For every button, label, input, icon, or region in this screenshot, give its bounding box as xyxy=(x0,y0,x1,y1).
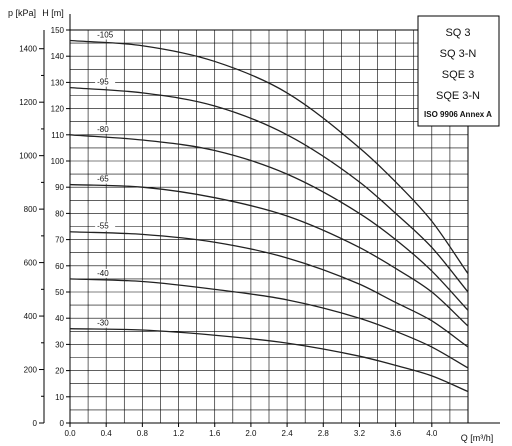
head-tick-label: 60 xyxy=(55,262,64,271)
curve-55 xyxy=(69,231,469,348)
legend-border xyxy=(417,15,500,127)
curve-label-background xyxy=(95,174,116,184)
pressure-tick-label: 0 xyxy=(33,419,38,428)
flow-tick-label: 3.6 xyxy=(390,429,402,438)
head-tick-label: 100 xyxy=(51,157,65,166)
head-tick-label: 40 xyxy=(55,314,64,323)
curve-label-background xyxy=(95,318,116,328)
curve-95 xyxy=(69,86,469,293)
flow-tick-label: 0.8 xyxy=(137,429,149,438)
curve-label: -55 xyxy=(97,222,109,231)
legend-note: ISO 9906 Annex A xyxy=(424,110,492,119)
curve-label: -65 xyxy=(97,175,109,184)
head-tick-label: 80 xyxy=(55,209,64,218)
curve-65 xyxy=(69,183,469,327)
head-tick-label: 20 xyxy=(55,367,64,376)
head-tick-label: 130 xyxy=(51,78,65,87)
curve-30 xyxy=(69,328,469,393)
flow-tick-label: 1.2 xyxy=(173,429,185,438)
head-tick-label: 70 xyxy=(55,236,64,245)
legend-line-2: SQ 3-N xyxy=(440,48,477,60)
curve-label-background xyxy=(95,77,116,87)
flow-tick-label: 3.2 xyxy=(354,429,366,438)
head-tick-label: 120 xyxy=(51,105,65,114)
curve-label-background xyxy=(95,268,116,278)
legend-line-3: SQE 3 xyxy=(442,69,474,81)
curve-label: -80 xyxy=(97,125,109,134)
pressure-tick-label: 1400 xyxy=(19,45,37,54)
curve-105 xyxy=(69,39,469,275)
curve-80 xyxy=(69,134,469,311)
head-tick-label: 0 xyxy=(60,419,65,428)
curves: -105 -95 -80 -65 -55 -40 -30 xyxy=(69,30,469,393)
flow-tick-label: 0.4 xyxy=(101,429,113,438)
head-tick-label: 110 xyxy=(51,131,64,140)
pressure-axis-label: p [kPa] xyxy=(8,8,36,18)
curve-40 xyxy=(69,278,469,369)
curve-label: -30 xyxy=(97,319,109,328)
head-tick-label: 30 xyxy=(55,340,64,349)
curve-label-background xyxy=(95,221,116,231)
flow-axis: Q [m³/h] 0.0 0.4 0.8 1.2 1.6 2.0 2.4 2.8 3.2 3.6 4… xyxy=(64,423,493,443)
pressure-tick-label: 400 xyxy=(24,312,38,321)
head-tick-label: 10 xyxy=(55,393,64,402)
legend-line-4: SQE 3-N xyxy=(436,90,480,102)
legend-box: SQ 3 SQ 3-N SQE 3 SQE 3-N ISO 9906 Annex… xyxy=(417,15,500,127)
curve-label-background xyxy=(95,124,116,134)
flow-tick-label: 1.6 xyxy=(209,429,221,438)
flow-axis-label: Q [m³/h] xyxy=(461,433,494,443)
pressure-tick-label: 1000 xyxy=(19,152,37,161)
curve-label: -105 xyxy=(97,30,114,39)
grid xyxy=(69,29,469,424)
head-tick-label: 50 xyxy=(55,288,64,297)
curve-label-background xyxy=(95,30,116,40)
pressure-tick-label: 1200 xyxy=(19,98,37,107)
pressure-axis: p [kPa] 0 200 400 600 800 1000 1200 1400 xyxy=(8,8,45,428)
curve-label: -40 xyxy=(97,269,109,278)
flow-tick-label: 0.0 xyxy=(64,429,76,438)
head-tick-label: 140 xyxy=(51,52,65,61)
head-axis-label: H [m] xyxy=(42,8,64,18)
legend-line-1: SQ 3 xyxy=(445,27,470,39)
head-tick-label: 150 xyxy=(51,26,65,35)
pressure-tick-label: 200 xyxy=(24,366,38,375)
head-axis: H [m] 0 10 20 30 40 50 60 70 80 90 100 110 120 130 140… xyxy=(42,8,70,428)
flow-tick-label: 2.4 xyxy=(282,429,294,438)
plot-frame xyxy=(69,14,500,424)
pressure-tick-label: 600 xyxy=(24,259,38,268)
flow-tick-label: 2.8 xyxy=(318,429,330,438)
flow-tick-label: 4.0 xyxy=(426,429,438,438)
head-tick-label: 90 xyxy=(55,183,64,192)
flow-tick-label: 2.0 xyxy=(245,429,257,438)
pressure-tick-label: 800 xyxy=(24,205,38,214)
curve-label: -95 xyxy=(97,78,109,87)
